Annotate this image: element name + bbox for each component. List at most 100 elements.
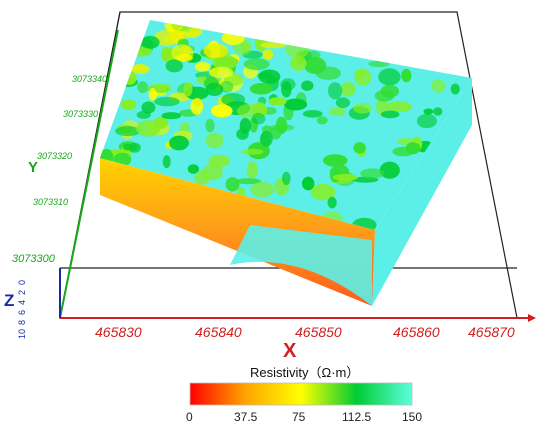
resistivity-patch [205, 132, 224, 149]
colorbar-tick-label: 112.5 [342, 410, 371, 424]
resistivity-patch [236, 128, 249, 140]
resistivity-patch [164, 20, 183, 33]
resistivity-patch [136, 110, 151, 119]
resistivity-patch [285, 41, 309, 59]
top-surface-patches [100, 20, 460, 230]
y-tick-label: 3073330 [63, 109, 98, 119]
resistivity-patch [240, 42, 250, 53]
resistivity-patch [250, 181, 275, 198]
resistivity-block [100, 20, 472, 306]
resistivity-patch [187, 164, 200, 174]
resistivity-patch [137, 81, 149, 94]
colorbar: Resistivity（Ω·m） 0 37.5 75 112.5 150 [186, 365, 422, 424]
resistivity-patch [310, 183, 336, 201]
resistivity-patch [225, 177, 240, 192]
resistivity-patch [376, 98, 388, 116]
resistivity-patch [374, 90, 395, 102]
resistivity-patch [161, 112, 182, 120]
resistivity-patch [128, 142, 141, 153]
resistivity-patch [290, 55, 307, 71]
resistivity-patch [322, 154, 348, 167]
block-front-right-face [372, 78, 472, 306]
resistivity-patch [431, 79, 446, 93]
resistivity-patch [136, 120, 161, 137]
z-tick-label: 4 [17, 300, 27, 305]
x-tick-label: 465830 [95, 324, 142, 340]
resistivity-patch [123, 71, 137, 85]
resistivity-patch [405, 142, 421, 155]
y-tick-label: 3073340 [72, 74, 107, 84]
resistivity-patch [316, 116, 328, 125]
resistivity-patch [433, 107, 443, 116]
colorbar-tick-label: 75 [292, 410, 306, 424]
resistivity-patch [284, 98, 308, 111]
resistivity-patch [262, 49, 274, 61]
resistivity-patch [205, 82, 224, 96]
resistivity-patch [169, 30, 192, 40]
resistivity-patch [183, 82, 193, 97]
colorbar-tick-label: 150 [402, 410, 422, 424]
x-tick-label: 465870 [468, 324, 515, 340]
resistivity-patch [386, 101, 412, 113]
resistivity-patch [340, 82, 356, 97]
resistivity-patch [450, 83, 460, 95]
z-tick-label: 10 [17, 329, 27, 339]
z-tick-label: 6 [17, 310, 27, 315]
resistivity-patch [335, 97, 350, 108]
resistivity-patch [221, 30, 245, 45]
resistivity-patch [203, 43, 229, 59]
z-tick-label: 2 [17, 290, 27, 295]
z-tick-label: 0 [17, 280, 27, 285]
resistivity-patch [165, 59, 183, 73]
resistivity-patch [163, 36, 175, 43]
resistivity-patch [302, 110, 323, 118]
resistivity-patch [141, 101, 156, 114]
resistivity-patch [302, 176, 315, 191]
y-tick-label: 3073300 [12, 253, 56, 265]
y-tick-label: 3073320 [37, 151, 72, 161]
resistivity-patch [180, 45, 191, 57]
resistivity-patch [258, 69, 281, 84]
colorbar-bar [189, 382, 413, 406]
resistivity-patch [332, 173, 358, 181]
resistivity-patch [281, 81, 292, 98]
resistivity-patch [176, 54, 193, 62]
resistivity-patch [221, 93, 246, 106]
resistivity-patch [205, 118, 215, 133]
resistivity-patch [126, 64, 147, 71]
resistivity-patch [368, 60, 390, 68]
resistivity-patch [208, 67, 234, 78]
resistivity-patch [251, 112, 266, 125]
z-tick-label: 8 [17, 320, 27, 325]
resistivity-patch [120, 99, 137, 111]
resistivity-patch [353, 102, 372, 114]
resistivity-patch [154, 96, 180, 107]
resistivity-patch [249, 83, 273, 95]
resistivity-patch [379, 161, 400, 179]
colorbar-tick-label: 0 [186, 410, 193, 424]
x-axis-title: X [283, 340, 297, 362]
resistivity-patch [235, 178, 261, 185]
resistivity-patch [282, 171, 291, 186]
resistivity-patch [354, 68, 372, 86]
resistivity-patch [401, 68, 412, 83]
resistivity-patch [243, 58, 270, 71]
y-axis-line [59, 29, 119, 319]
resistivity-patch [148, 87, 158, 101]
resistivity-patch [211, 104, 233, 118]
resistivity-patch [260, 130, 273, 147]
resistivity-patch [328, 82, 343, 100]
x-tick-label: 465850 [295, 324, 342, 340]
resistivity-patch [304, 57, 327, 74]
resistivity-patch [154, 83, 172, 94]
resistivity-patch [212, 55, 238, 70]
colorbar-tick-label: 37.5 [234, 410, 258, 424]
x-tick-label: 465840 [195, 324, 242, 340]
resistivity-patch [246, 161, 258, 179]
resistivity-patch [353, 142, 366, 154]
resistivity-patch [423, 108, 434, 115]
resistivity-patch [140, 35, 160, 49]
resistivity-patch [378, 68, 401, 86]
resistivity-patch [193, 98, 202, 106]
